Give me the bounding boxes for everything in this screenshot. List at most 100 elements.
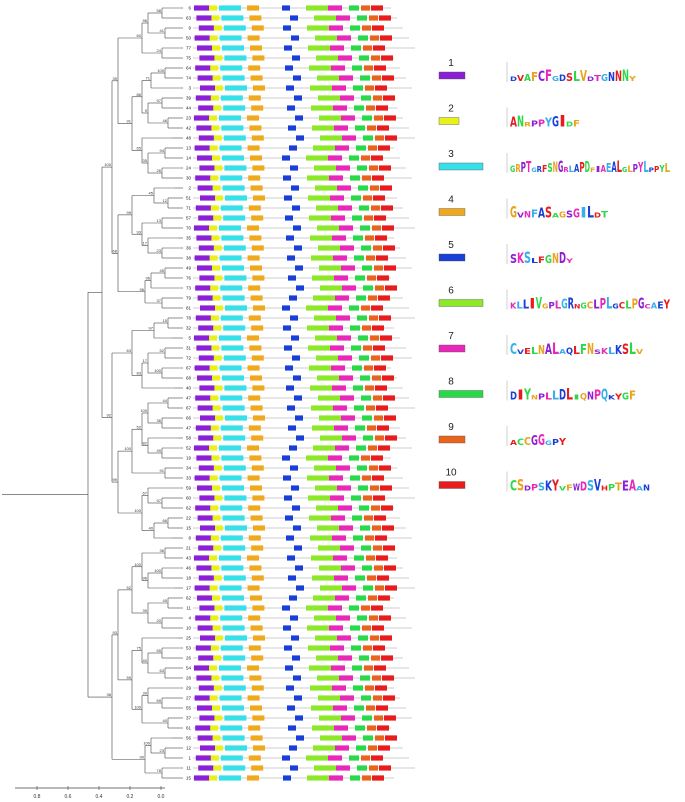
motif-8-box xyxy=(361,695,371,701)
motif-2-box xyxy=(213,575,222,581)
motif-5-box xyxy=(296,735,304,741)
motif-2-box xyxy=(212,185,221,191)
logo-letter: D xyxy=(559,74,566,84)
motif-3-box xyxy=(225,195,247,201)
motif-5-box xyxy=(294,545,302,551)
motif-2-box xyxy=(210,205,219,211)
motif-3-box xyxy=(223,105,246,111)
motif-5-box xyxy=(296,585,304,591)
motif-9-box xyxy=(366,255,375,261)
logo-letter: D xyxy=(524,485,531,493)
motif-6-box xyxy=(312,575,334,581)
bootstrap-label: 83 xyxy=(137,371,142,376)
leaf-label: 11 xyxy=(186,606,191,611)
motif-6-box xyxy=(313,745,335,751)
motif-8-box xyxy=(352,215,362,221)
motif-6-box xyxy=(308,345,330,351)
motif-4-box xyxy=(251,325,264,331)
motif-3-box xyxy=(223,355,246,361)
motif-5-box xyxy=(292,655,300,661)
bootstrap-label: 46 xyxy=(163,118,168,123)
motif-2-box xyxy=(210,175,219,181)
logo-letter: D xyxy=(580,480,587,494)
motif-6-box xyxy=(307,775,329,781)
motif-8-box xyxy=(361,245,371,251)
logo-letter: N xyxy=(587,390,594,403)
motif-2-label: 2 xyxy=(448,104,454,115)
motif-2-box xyxy=(213,105,222,111)
motif-7-box xyxy=(342,735,356,741)
motif-7-box xyxy=(329,775,343,781)
logo-letter: Y xyxy=(659,164,666,175)
motif-3-box xyxy=(219,365,242,371)
leaf-label: 15 xyxy=(186,776,192,781)
logo-letter: G xyxy=(510,203,517,222)
motif-7-box xyxy=(338,505,352,511)
motif-8-logo: D I Y N P L L D L I Q N P Q KY G F xyxy=(506,380,636,404)
motif-4-box xyxy=(247,225,259,231)
motif-4-box xyxy=(250,155,262,161)
logo-letter: L xyxy=(665,161,671,175)
motif-9-box xyxy=(370,635,379,641)
motif-9-box xyxy=(374,565,383,571)
motif-8-box xyxy=(359,355,369,361)
motif-5-box xyxy=(293,525,301,531)
motif-4-box xyxy=(251,25,264,31)
logo-letter: S xyxy=(538,481,545,494)
motif-7-box xyxy=(338,205,352,211)
motif-10-label: 10 xyxy=(445,468,457,479)
motif-1-box xyxy=(196,125,213,131)
motif-4-box xyxy=(250,705,262,711)
motif-7-box xyxy=(334,125,348,131)
bootstrap-label: 97 xyxy=(157,98,162,103)
leaf-label: 50 xyxy=(186,36,192,41)
motif-3-box xyxy=(221,15,244,21)
motif-3-box xyxy=(220,645,243,651)
leaf-label: 38 xyxy=(186,256,192,261)
motif-5-box xyxy=(291,485,299,491)
motif-3-box xyxy=(219,555,241,561)
motif-2-box xyxy=(215,415,223,421)
motif-10-box xyxy=(385,285,397,291)
bootstrap-label: 92 xyxy=(107,413,112,418)
motif-10-box xyxy=(375,685,387,691)
motif-10-box xyxy=(374,65,386,71)
leaf-label: 25 xyxy=(186,636,192,641)
motif-3-box xyxy=(224,165,247,171)
leaf-label: 30 xyxy=(186,176,192,181)
motif-4-box xyxy=(248,95,261,101)
motif-8-box xyxy=(356,745,366,751)
leaf-label: 54 xyxy=(186,666,192,671)
leaf-label: 58 xyxy=(186,436,192,441)
motif-10-box xyxy=(376,105,388,111)
motif-1-box xyxy=(195,285,212,291)
bootstrap-label: 20 xyxy=(157,618,162,623)
motif-2-box xyxy=(214,495,223,501)
motif-8-box xyxy=(351,495,361,501)
motif-5-box xyxy=(295,265,303,271)
motif-1-box xyxy=(197,515,214,521)
bootstrap-label: 63 xyxy=(160,668,165,673)
motif-8-box xyxy=(360,675,370,681)
bootstrap-label: 100 xyxy=(134,508,141,513)
bootstrap-label: 86 xyxy=(137,92,142,97)
motif-3-box xyxy=(223,245,246,251)
motif-7-box xyxy=(329,325,343,331)
motif-3-box xyxy=(222,75,245,81)
motif-5-box xyxy=(283,25,291,31)
motif-7-box xyxy=(331,515,345,521)
motif-5-box xyxy=(293,675,301,681)
motif-10-box xyxy=(375,535,387,541)
logo-letter: C xyxy=(524,435,531,448)
motif-3-box xyxy=(224,55,247,61)
motif-1-box xyxy=(197,185,214,191)
motif-1-box xyxy=(195,95,212,101)
motif-9-box xyxy=(366,405,375,411)
motif-1-box xyxy=(196,15,213,21)
logo-letter: V xyxy=(580,67,587,85)
motif-1-box xyxy=(200,525,216,531)
logo-letter: L xyxy=(552,389,559,403)
logo-letter: A xyxy=(611,160,616,176)
motif-4-box xyxy=(247,335,259,341)
motif-10-box xyxy=(382,225,394,231)
